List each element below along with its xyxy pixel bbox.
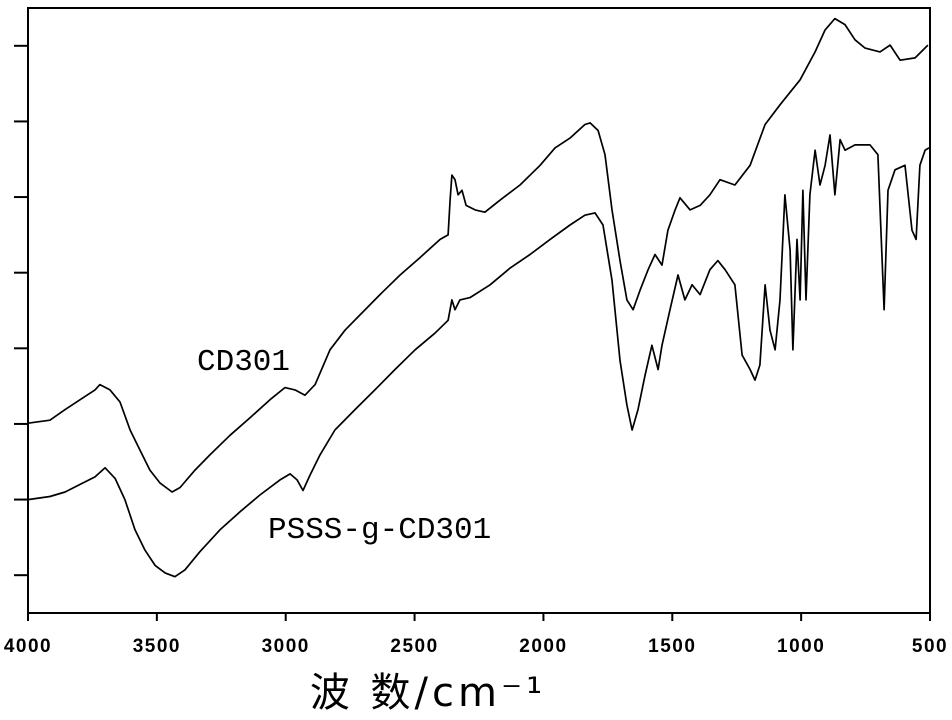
series-label-psss-g-cd301: PSSS-g-CD301 [268,513,491,548]
x-tick-label-2000: 2000 [519,636,567,657]
series-label-cd301: CD301 [197,345,290,380]
x-tick-label-1500: 1500 [648,636,696,657]
x-tick-label-3000: 3000 [262,636,310,657]
x-tick-label-4000: 4000 [4,636,52,657]
x-tick-label-1000: 1000 [777,636,825,657]
x-axis-title: 波 数/cm⁻¹ [310,670,546,716]
x-tick-label-2500: 2500 [390,636,438,657]
x-axis-tick-labels: 4000 3500 3000 2500 2000 1500 1000 500 [4,636,948,657]
x-tick-label-3500: 3500 [133,636,181,657]
y-axis-ticks [14,46,28,575]
x-axis-ticks [28,613,930,621]
series-layer [28,19,929,577]
series-line-cd301 [28,19,928,492]
x-tick-label-500: 500 [912,636,948,657]
series-line-psss-g-cd301 [28,135,929,577]
